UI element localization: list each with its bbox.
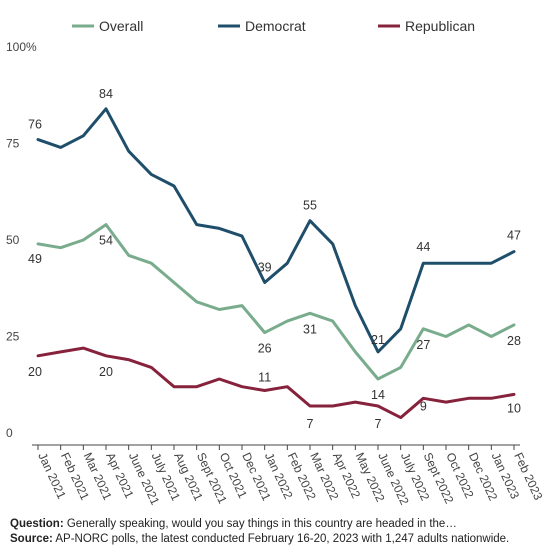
y-tick-label: 0 xyxy=(6,426,13,440)
legend-label-democrat: Democrat xyxy=(245,18,306,34)
series-line-overall xyxy=(36,223,516,381)
line-chart: Overall Democrat Republican 0 25 50 75 100% 49… xyxy=(6,18,546,507)
legend-label-overall: Overall xyxy=(99,18,143,34)
data-label-overall: 14 xyxy=(371,388,385,402)
data-label-democrat: 44 xyxy=(416,240,430,254)
data-label-republican: 20 xyxy=(28,365,42,379)
chart-footer: Question: Generally speaking, would you … xyxy=(10,517,545,546)
data-label-republican: 9 xyxy=(420,399,427,413)
series-line-republican xyxy=(36,346,516,420)
data-label-overall: 28 xyxy=(507,334,521,348)
data-labels: 49 54 26 31 14 27 28 76 84 39 55 21 44 47 20 20 11 7 7 9 10 xyxy=(28,87,521,431)
data-label-democrat: 21 xyxy=(371,333,385,347)
data-label-democrat: 84 xyxy=(99,87,113,101)
y-tick-label: 100% xyxy=(6,40,37,54)
data-label-republican: 7 xyxy=(307,417,314,431)
y-tick-label: 50 xyxy=(6,233,20,247)
data-label-overall: 27 xyxy=(416,338,430,352)
data-label-democrat: 39 xyxy=(258,260,272,274)
data-label-democrat: 76 xyxy=(28,118,42,132)
data-label-overall: 31 xyxy=(303,322,317,336)
question-label: Question: xyxy=(10,518,64,530)
y-tick-label: 75 xyxy=(6,137,20,151)
question-line: Question: Generally speaking, would you … xyxy=(10,517,545,532)
data-label-democrat: 55 xyxy=(303,199,317,213)
data-label-republican: 7 xyxy=(375,417,382,431)
question-text: Generally speaking, would you say things… xyxy=(63,518,457,530)
data-label-democrat: 47 xyxy=(507,229,521,243)
source-line: Source: AP-NORC polls, the latest conduc… xyxy=(10,532,545,547)
data-label-republican: 11 xyxy=(258,371,271,385)
legend-label-republican: Republican xyxy=(405,18,475,34)
data-label-overall: 26 xyxy=(258,342,272,356)
y-tick-label: 25 xyxy=(6,330,20,344)
y-axis: 0 25 50 75 100% xyxy=(6,40,37,440)
source-label: Source: xyxy=(10,532,53,545)
series-lines xyxy=(36,107,516,420)
series-line-democrat xyxy=(36,107,516,354)
data-label-overall: 54 xyxy=(99,234,113,248)
data-label-overall: 49 xyxy=(28,252,42,266)
source-text: AP-NORC polls, the latest conducted Febr… xyxy=(52,532,510,545)
legend: Overall Democrat Republican xyxy=(72,18,475,34)
data-label-republican: 10 xyxy=(507,401,521,415)
data-label-republican: 20 xyxy=(99,365,113,379)
